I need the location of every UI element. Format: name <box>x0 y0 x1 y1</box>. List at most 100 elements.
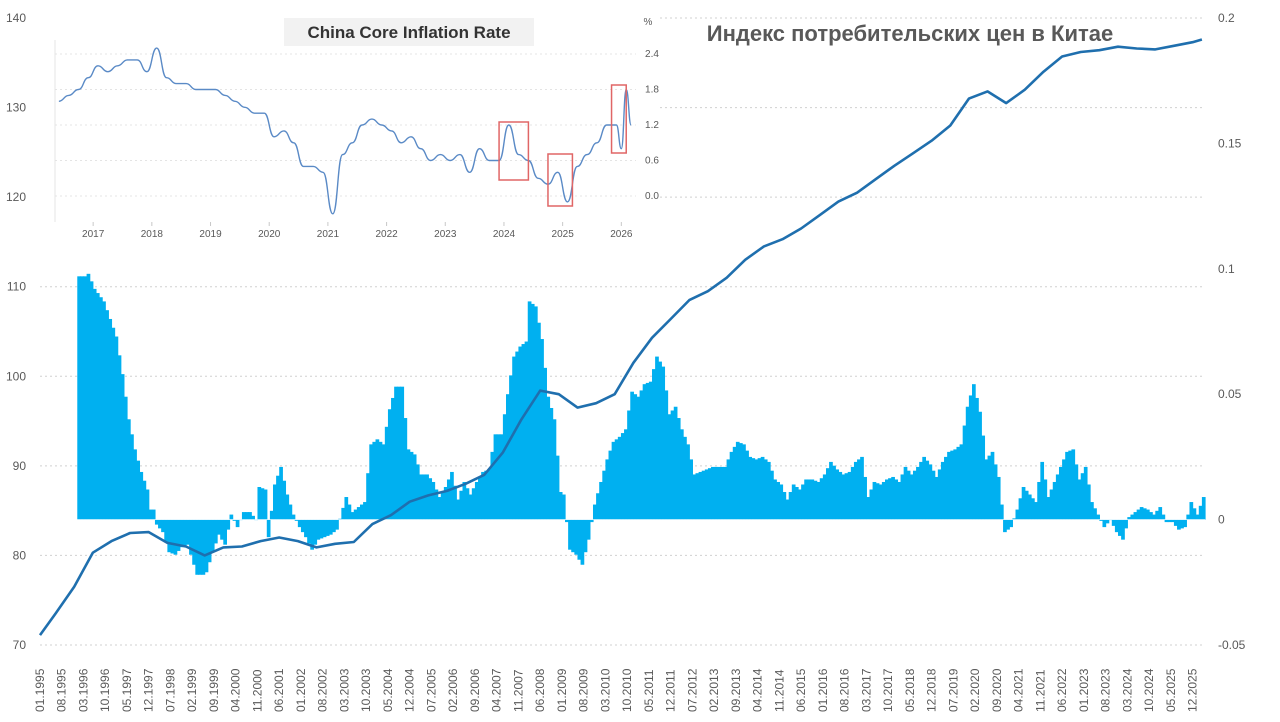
x-tick-label: 01.2016 <box>816 668 830 712</box>
x-tick-label: 03.2024 <box>1120 668 1134 712</box>
bar <box>543 367 547 520</box>
bar <box>925 460 930 520</box>
inset-chart: 0.0 0.6 1.2 1.8 2.4 2017 2018 2019 2020 2021 2022… <box>40 10 660 252</box>
bar <box>279 466 283 520</box>
bar <box>1027 494 1032 520</box>
bar <box>375 439 380 520</box>
bar <box>944 456 948 520</box>
bar <box>723 466 728 520</box>
bar <box>1183 519 1187 528</box>
x-tick-label: 04.2007 <box>490 668 504 712</box>
bar <box>1152 514 1156 520</box>
bar <box>673 406 678 520</box>
bar <box>639 390 644 520</box>
bar <box>496 434 501 520</box>
inset-x-tick-label: 2022 <box>375 229 398 240</box>
x-tick-label: 05.2004 <box>381 668 395 712</box>
bar <box>592 504 597 520</box>
bar <box>648 381 653 520</box>
right-axis-ticks: -0.05 0 0.05 0.1 0.15 0.2 <box>1218 11 1246 652</box>
bar <box>798 489 802 520</box>
x-tick-label: 08.2016 <box>838 668 852 712</box>
x-tick-label: 12.2004 <box>403 668 417 712</box>
bar <box>1102 519 1107 528</box>
bar <box>1083 466 1088 520</box>
bar <box>605 459 610 520</box>
bar <box>757 458 762 520</box>
bar <box>273 484 277 520</box>
bar <box>779 484 784 520</box>
bar <box>170 519 175 554</box>
bar <box>844 473 849 520</box>
bar <box>245 512 249 520</box>
inset-y-tick-label: 1.2 <box>645 120 659 131</box>
x-tick-label: 03.2003 <box>337 668 351 712</box>
bar <box>1046 497 1051 520</box>
bar <box>748 456 753 520</box>
x-tick-label: 02.2020 <box>968 668 982 712</box>
bar <box>1021 486 1026 520</box>
bar <box>167 519 172 553</box>
bar <box>676 418 681 520</box>
right-tick-label: 0.15 <box>1218 136 1242 150</box>
bar <box>872 481 877 520</box>
bar <box>900 474 905 520</box>
bar <box>888 478 892 520</box>
bar <box>77 276 81 520</box>
bar <box>940 461 945 520</box>
bar <box>987 455 992 520</box>
right-tick-label: 0.2 <box>1218 11 1235 25</box>
x-tick-label: 09.2013 <box>729 668 743 712</box>
bar <box>1127 517 1132 520</box>
bar <box>683 436 687 520</box>
bar <box>384 426 389 520</box>
bar <box>114 336 119 520</box>
bar <box>176 519 181 551</box>
bar <box>527 301 532 520</box>
bar <box>599 481 603 520</box>
x-tick-label: 11.2007 <box>511 669 525 712</box>
bar <box>972 384 976 520</box>
x-tick-label: 12.2025 <box>1186 668 1200 712</box>
bar <box>353 509 358 520</box>
bar <box>810 479 815 520</box>
bar <box>860 456 864 520</box>
bar <box>580 519 585 565</box>
bar <box>521 344 526 520</box>
bar <box>726 459 731 520</box>
bar <box>493 434 498 520</box>
bar <box>586 519 591 540</box>
bar <box>108 318 113 520</box>
bar <box>552 419 557 520</box>
bar <box>220 519 224 540</box>
bar <box>633 394 638 520</box>
x-tick-label: 05.2011 <box>642 669 656 712</box>
bar <box>341 507 346 520</box>
bar <box>487 469 492 520</box>
bar <box>397 386 401 520</box>
bar <box>524 341 529 520</box>
bar <box>701 470 706 520</box>
bar <box>338 518 342 520</box>
bar <box>760 456 765 520</box>
bar <box>229 514 234 520</box>
bar <box>549 407 554 520</box>
x-tick-label: 08.2023 <box>1099 668 1113 712</box>
bar <box>1062 459 1066 520</box>
bar <box>1052 481 1057 520</box>
bar <box>102 301 106 520</box>
bar <box>1177 519 1181 530</box>
bar <box>332 519 336 533</box>
inset-x-tick-label: 2020 <box>258 229 281 240</box>
bar <box>993 464 998 520</box>
x-tick-label: 04.2021 <box>1012 668 1026 712</box>
bar <box>782 492 787 520</box>
bar <box>912 470 917 520</box>
bar <box>387 409 392 520</box>
bar <box>1006 519 1010 530</box>
bar <box>624 429 628 520</box>
bar <box>776 481 780 520</box>
bar <box>431 481 436 520</box>
bar <box>686 444 690 520</box>
